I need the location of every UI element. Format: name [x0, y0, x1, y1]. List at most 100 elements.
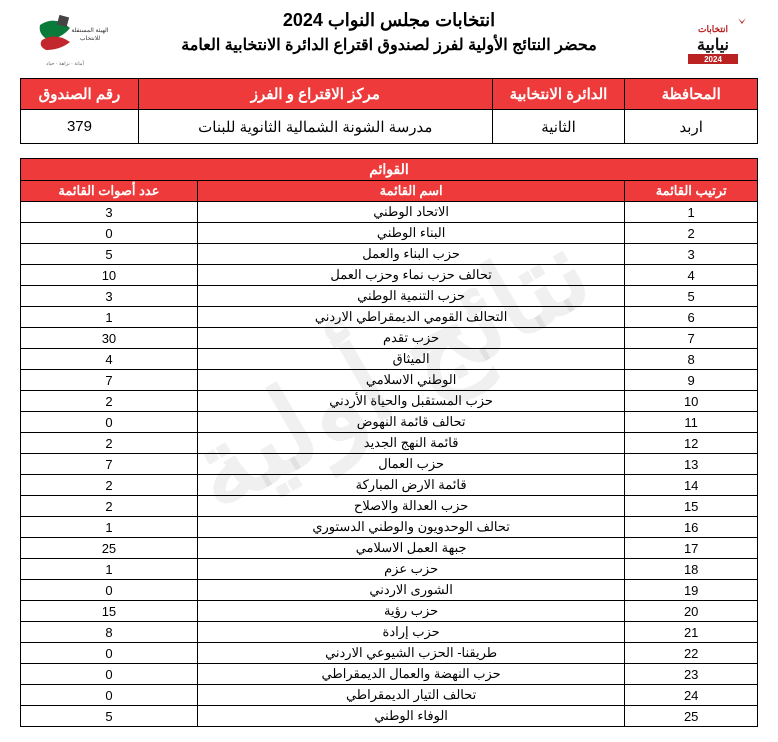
table-row: 17جبهة العمل الاسلامي25 [21, 538, 758, 559]
title-sub: محضر النتائج الأولية لفرز لصندوق اقتراع … [110, 35, 668, 55]
lists-table: القوائم ترتيب القائمة اسم القائمة عدد أص… [20, 158, 758, 727]
cell-rank: 16 [625, 517, 758, 538]
logo-iec: الهيئة المستقلة للانتخاب أمانة · نزاهة ·… [20, 10, 110, 70]
table-row: 23حزب النهضة والعمال الديمقراطي0 [21, 664, 758, 685]
cell-rank: 4 [625, 265, 758, 286]
cell-name: البناء الوطني [197, 223, 624, 244]
table-row: 11تحالف قائمة النهوض0 [21, 412, 758, 433]
cell-name: تحالف الوحدويون والوطني الدستوري [197, 517, 624, 538]
cell-votes: 30 [21, 328, 198, 349]
cell-rank: 18 [625, 559, 758, 580]
cell-name: تحالف حزب نماء وحزب العمل [197, 265, 624, 286]
cell-rank: 20 [625, 601, 758, 622]
cell-rank: 21 [625, 622, 758, 643]
table-row: 16تحالف الوحدويون والوطني الدستوري1 [21, 517, 758, 538]
table-row: 5حزب التنمية الوطني3 [21, 286, 758, 307]
cell-votes: 2 [21, 496, 198, 517]
svg-text:للانتخاب: للانتخاب [80, 35, 100, 42]
table-row: 9الوطني الاسلامي7 [21, 370, 758, 391]
table-row: 14قائمة الارض المباركة2 [21, 475, 758, 496]
cell-rank: 15 [625, 496, 758, 517]
svg-text:أمانة · نزاهة · حياد: أمانة · نزاهة · حياد [46, 59, 84, 67]
lists-h-name: اسم القائمة [197, 181, 624, 202]
cell-name: قائمة الارض المباركة [197, 475, 624, 496]
cell-rank: 5 [625, 286, 758, 307]
cell-votes: 4 [21, 349, 198, 370]
info-h-center: مركز الاقتراع و الفرز [138, 79, 492, 110]
cell-name: الاتحاد الوطني [197, 202, 624, 223]
cell-name: حزب النهضة والعمال الديمقراطي [197, 664, 624, 685]
table-row: 25الوفاء الوطني5 [21, 706, 758, 727]
cell-name: حزب العدالة والاصلاح [197, 496, 624, 517]
cell-votes: 3 [21, 286, 198, 307]
cell-name: حزب المستقبل والحياة الأردني [197, 391, 624, 412]
cell-name: تحالف قائمة النهوض [197, 412, 624, 433]
info-v-center: مدرسة الشونة الشمالية الثانوية للبنات [138, 110, 492, 144]
cell-rank: 11 [625, 412, 758, 433]
table-row: 8الميثاق4 [21, 349, 758, 370]
lists-h-rank: ترتيب القائمة [625, 181, 758, 202]
cell-votes: 0 [21, 412, 198, 433]
info-h-box: رقم الصندوق [21, 79, 139, 110]
table-row: 22طريقنا- الحزب الشيوعي الاردني0 [21, 643, 758, 664]
svg-text:الهيئة المستقلة: الهيئة المستقلة [71, 27, 108, 34]
cell-name: حزب العمال [197, 454, 624, 475]
cell-rank: 2 [625, 223, 758, 244]
info-table: المحافظة الدائرة الانتخابية مركز الاقترا… [20, 78, 758, 144]
cell-votes: 1 [21, 559, 198, 580]
cell-name: حزب تقدم [197, 328, 624, 349]
cell-rank: 19 [625, 580, 758, 601]
table-row: 1الاتحاد الوطني3 [21, 202, 758, 223]
cell-votes: 8 [21, 622, 198, 643]
table-row: 15حزب العدالة والاصلاح2 [21, 496, 758, 517]
table-row: 19الشورى الاردني0 [21, 580, 758, 601]
cell-name: التحالف القومي الديمقراطي الاردني [197, 307, 624, 328]
info-v-governorate: اربد [625, 110, 758, 144]
cell-rank: 23 [625, 664, 758, 685]
cell-rank: 3 [625, 244, 758, 265]
table-row: 12قائمة النهج الجديد2 [21, 433, 758, 454]
cell-votes: 0 [21, 664, 198, 685]
cell-rank: 12 [625, 433, 758, 454]
table-row: 6التحالف القومي الديمقراطي الاردني1 [21, 307, 758, 328]
cell-rank: 17 [625, 538, 758, 559]
cell-votes: 2 [21, 475, 198, 496]
table-row: 7حزب تقدم30 [21, 328, 758, 349]
cell-votes: 0 [21, 223, 198, 244]
table-row: 10حزب المستقبل والحياة الأردني2 [21, 391, 758, 412]
svg-text:2024: 2024 [704, 55, 722, 64]
cell-name: الوفاء الوطني [197, 706, 624, 727]
cell-name: جبهة العمل الاسلامي [197, 538, 624, 559]
cell-votes: 0 [21, 685, 198, 706]
cell-rank: 14 [625, 475, 758, 496]
table-row: 2البناء الوطني0 [21, 223, 758, 244]
cell-votes: 15 [21, 601, 198, 622]
cell-votes: 25 [21, 538, 198, 559]
table-row: 21حزب إرادة8 [21, 622, 758, 643]
cell-rank: 7 [625, 328, 758, 349]
table-row: 24تحالف التيار الديمقراطي0 [21, 685, 758, 706]
cell-votes: 0 [21, 643, 198, 664]
cell-rank: 25 [625, 706, 758, 727]
table-row: 13حزب العمال7 [21, 454, 758, 475]
cell-name: الوطني الاسلامي [197, 370, 624, 391]
cell-rank: 8 [625, 349, 758, 370]
cell-name: حزب إرادة [197, 622, 624, 643]
cell-rank: 1 [625, 202, 758, 223]
cell-votes: 1 [21, 517, 198, 538]
header: انتخابات نيابية 2024 انتخابات مجلس النوا… [20, 10, 758, 70]
cell-name: حزب البناء والعمل [197, 244, 624, 265]
cell-votes: 0 [21, 580, 198, 601]
table-row: 3حزب البناء والعمل5 [21, 244, 758, 265]
cell-name: الميثاق [197, 349, 624, 370]
info-h-governorate: المحافظة [625, 79, 758, 110]
table-row: 20حزب رؤية15 [21, 601, 758, 622]
cell-votes: 2 [21, 433, 198, 454]
cell-votes: 10 [21, 265, 198, 286]
svg-text:نيابية: نيابية [697, 37, 729, 54]
table-row: 18حزب عزم1 [21, 559, 758, 580]
cell-name: حزب التنمية الوطني [197, 286, 624, 307]
cell-name: طريقنا- الحزب الشيوعي الاردني [197, 643, 624, 664]
cell-name: الشورى الاردني [197, 580, 624, 601]
cell-rank: 6 [625, 307, 758, 328]
